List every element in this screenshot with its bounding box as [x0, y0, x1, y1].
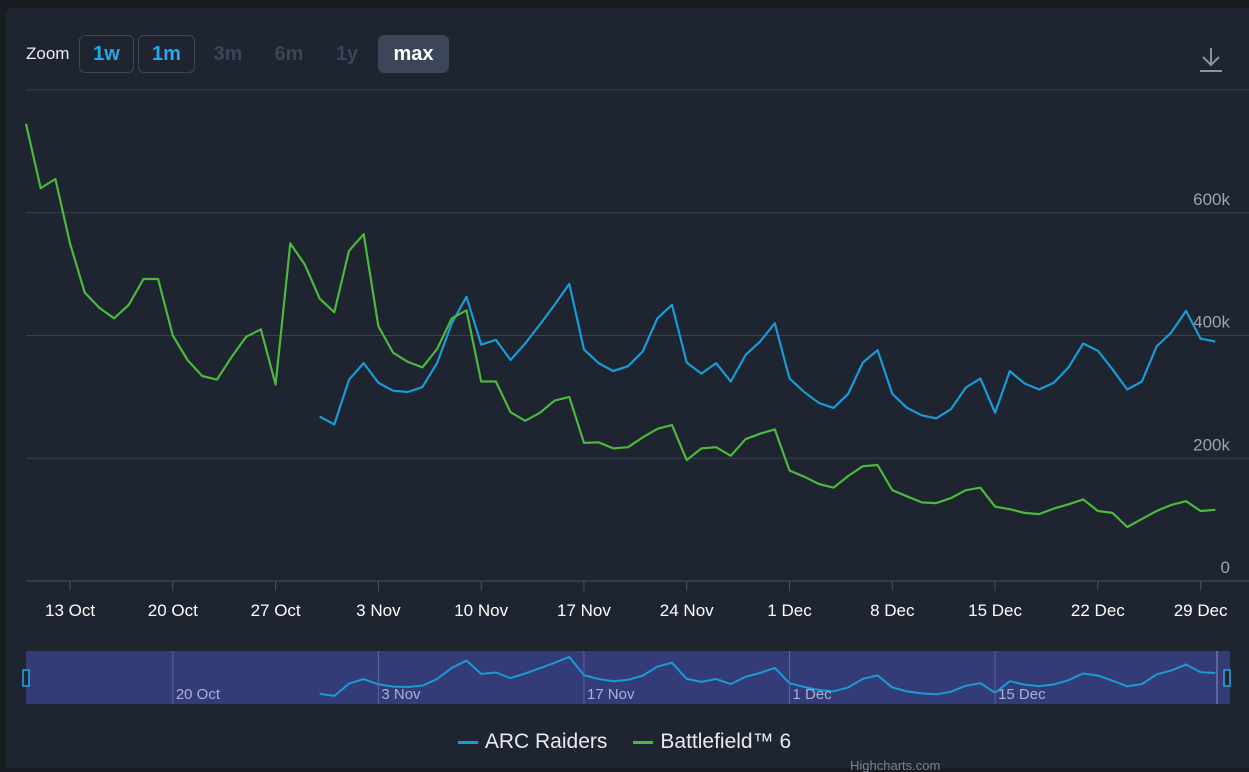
zoom-1y-button[interactable]: 1y: [335, 42, 359, 65]
legend-item-arc-raiders[interactable]: ARC Raiders: [457, 730, 608, 754]
legend-label-battlefield: Battlefield™ 6: [660, 730, 792, 753]
legend-swatch-battlefield: [633, 740, 654, 744]
legend-swatch-arc-raiders: [457, 740, 478, 744]
x-tick-label: 20 Oct: [148, 601, 198, 620]
zoom-6m-button[interactable]: 6m: [274, 42, 304, 65]
y-tick-label: 600k: [1193, 190, 1230, 209]
x-axis: 13 Oct 20 Oct 27 Oct 3 Nov 10 Nov 17 Nov 24 No…: [45, 581, 1228, 620]
x-tick-label: 27 Oct: [251, 601, 301, 620]
series-line-arc-raiders: [319, 282, 1216, 426]
download-icon[interactable]: [1196, 44, 1226, 74]
series-line-battlefield-6: [24, 123, 1216, 529]
credits[interactable]: Highcharts.com: [850, 758, 941, 772]
x-tick-label: 1 Dec: [767, 601, 812, 620]
x-tick-label: 10 Nov: [454, 601, 508, 620]
navigator-left-handle[interactable]: [22, 669, 30, 687]
navigator-tick-label: 20 Oct: [176, 686, 221, 703]
legend: ARC Raiders Battlefield™ 6: [0, 730, 1249, 754]
y-tick-label: 200k: [1193, 435, 1230, 454]
x-tick-label: 29 Dec: [1174, 601, 1228, 620]
zoom-1m-button[interactable]: 1m: [138, 35, 195, 73]
zoom-3m-button[interactable]: 3m: [213, 42, 243, 65]
navigator-right-handle[interactable]: [1223, 669, 1231, 687]
x-tick-label: 8 Dec: [870, 601, 915, 620]
y-tick-label: 0: [1221, 558, 1230, 577]
navigator-tick-label: 1 Dec: [793, 686, 833, 703]
x-tick-label: 15 Dec: [968, 601, 1022, 620]
y-axis: 0 200k 400k 600k: [1193, 190, 1230, 577]
grid-lines: [26, 89, 1249, 582]
zoom-1w-button[interactable]: 1w: [79, 35, 134, 73]
zoom-max-button[interactable]: max: [378, 35, 449, 73]
x-tick-label: 13 Oct: [45, 601, 95, 620]
navigator-window[interactable]: [26, 651, 1230, 704]
x-tick-label: 22 Dec: [1071, 601, 1125, 620]
navigator[interactable]: 20 Oct 3 Nov 17 Nov 1 Dec 15 Dec: [22, 651, 1231, 704]
series-lines: [24, 123, 1216, 529]
navigator-tick-label: 3 Nov: [381, 686, 421, 703]
y-tick-label: 400k: [1193, 313, 1230, 332]
legend-item-battlefield[interactable]: Battlefield™ 6: [633, 730, 791, 754]
zoom-label: Zoom: [26, 44, 70, 63]
x-tick-label: 24 Nov: [660, 601, 714, 620]
navigator-tick-label: 17 Nov: [587, 686, 635, 703]
navigator-series-line: [319, 655, 1216, 698]
x-tick-label: 3 Nov: [356, 601, 401, 620]
legend-label-arc-raiders: ARC Raiders: [484, 730, 608, 753]
navigator-tick-label: 15 Dec: [998, 686, 1046, 703]
x-tick-label: 17 Nov: [557, 601, 611, 620]
